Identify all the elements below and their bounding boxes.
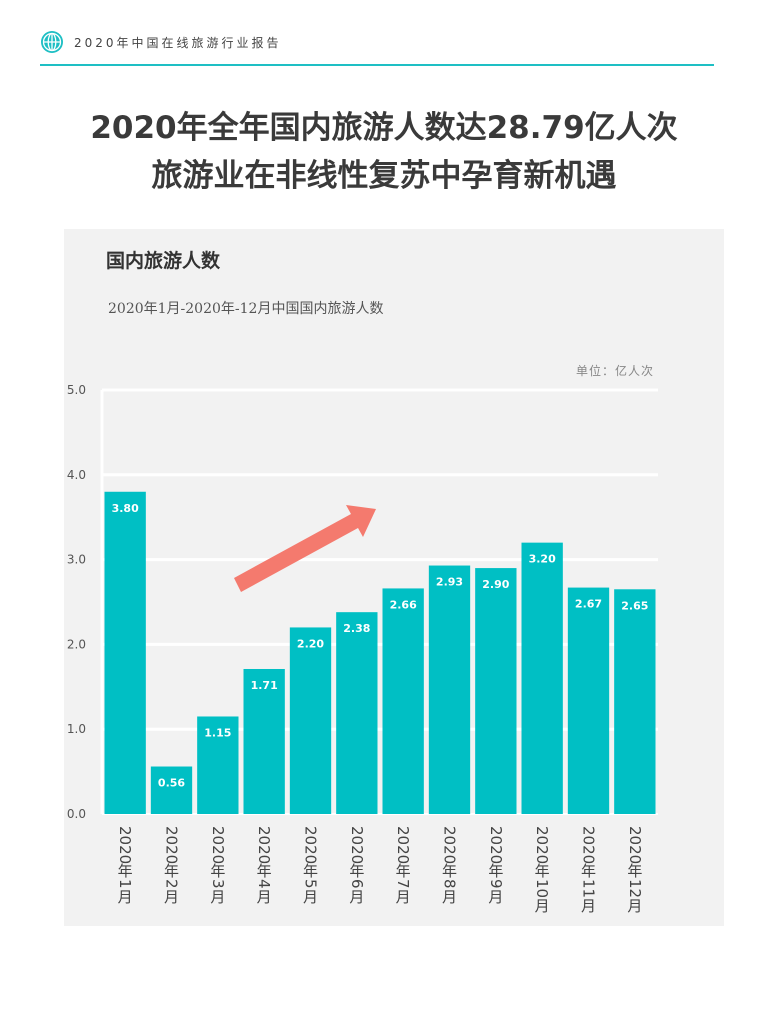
x-tick-label-part: 2020 bbox=[348, 826, 366, 864]
x-tick-label-part: 1 bbox=[116, 879, 134, 889]
x-tick-label-part: 2020 bbox=[533, 826, 551, 864]
bar-value-label: 2.38 bbox=[343, 622, 370, 635]
x-tick-label-part: 年 bbox=[164, 862, 179, 880]
chart-subtitle: 2020年1月-2020年-12月中国国内旅游人数 bbox=[108, 301, 384, 317]
x-tick-label-part: 年 bbox=[488, 862, 503, 880]
bar-value-label: 2.65 bbox=[621, 599, 648, 612]
headline-line-1: 2020年全年国内旅游人数达28.79亿人次 bbox=[90, 110, 678, 146]
x-tick-label-part: 5 bbox=[302, 879, 320, 889]
bar bbox=[567, 587, 610, 814]
bar-value-label: 2.93 bbox=[436, 576, 463, 589]
x-tick-label-part: 年 bbox=[535, 862, 550, 880]
x-tick-label-part: 8 bbox=[441, 879, 459, 889]
x-tick-label-part: 年 bbox=[349, 862, 364, 880]
y-tick-label: 0.0 bbox=[67, 807, 86, 821]
bar bbox=[475, 568, 517, 814]
unit-label: 单位：亿人次 bbox=[576, 364, 655, 378]
x-tick-label-part: 月 bbox=[627, 897, 642, 915]
bar bbox=[289, 627, 332, 814]
x-tick-label-part: 12 bbox=[626, 879, 644, 898]
bar-value-label: 1.71 bbox=[251, 679, 278, 692]
y-tick-label: 5.0 bbox=[67, 383, 86, 397]
bar bbox=[382, 588, 424, 814]
report-title: 2020年中国在线旅游行业报告 bbox=[74, 36, 282, 50]
chart-title: 国内旅游人数 bbox=[106, 250, 221, 272]
bar bbox=[104, 491, 146, 814]
y-tick-label: 3.0 bbox=[67, 553, 86, 567]
globe-icon bbox=[41, 31, 63, 53]
x-tick-label-part: 6 bbox=[348, 879, 366, 889]
x-tick-label-part: 月 bbox=[349, 888, 364, 906]
x-tick-label-part: 3 bbox=[209, 879, 227, 889]
x-tick-label-part: 月 bbox=[257, 888, 272, 906]
x-tick-label-part: 2020 bbox=[441, 826, 459, 864]
bar-value-label: 3.80 bbox=[112, 502, 139, 515]
x-tick-label-part: 年 bbox=[627, 862, 642, 880]
x-tick-label-part: 7 bbox=[394, 879, 412, 889]
bar-value-label: 1.15 bbox=[204, 726, 231, 739]
x-tick-label-part: 2020 bbox=[487, 826, 505, 864]
bar-value-label: 2.66 bbox=[390, 598, 417, 611]
x-tick-label-part: 2020 bbox=[209, 826, 227, 864]
bar-value-label: 2.90 bbox=[482, 578, 509, 591]
x-tick-label-part: 月 bbox=[442, 888, 457, 906]
x-tick-label-part: 月 bbox=[210, 888, 225, 906]
y-tick-label: 4.0 bbox=[67, 468, 86, 482]
x-tick-label-part: 月 bbox=[118, 888, 133, 906]
x-tick-label-part: 11 bbox=[580, 879, 598, 898]
x-tick-label-part: 月 bbox=[488, 888, 503, 906]
x-tick-label-part: 9 bbox=[487, 879, 505, 889]
x-tick-label-part: 月 bbox=[535, 897, 550, 915]
x-tick-label-part: 年 bbox=[581, 862, 596, 880]
x-tick-label-part: 年 bbox=[396, 862, 411, 880]
headline-line-2: 旅游业在非线性复苏中孕育新机遇 bbox=[151, 158, 617, 194]
bar bbox=[197, 716, 239, 814]
x-tick-label-part: 月 bbox=[303, 888, 318, 906]
x-tick-label-part: 2020 bbox=[302, 826, 320, 864]
bar bbox=[243, 668, 285, 814]
bar bbox=[521, 542, 563, 814]
x-tick-label-part: 4 bbox=[255, 879, 273, 889]
x-tick-label-part: 2020 bbox=[626, 826, 644, 864]
x-tick-label-part: 2020 bbox=[394, 826, 412, 864]
x-tick-label-part: 年 bbox=[118, 862, 133, 880]
x-tick-label-part: 年 bbox=[210, 862, 225, 880]
bar bbox=[150, 766, 193, 814]
bar bbox=[614, 589, 656, 814]
x-tick-label-part: 2 bbox=[163, 879, 181, 889]
x-tick-label-part: 2020 bbox=[580, 826, 598, 864]
x-tick-label-part: 年 bbox=[442, 862, 457, 880]
y-tick-label: 1.0 bbox=[67, 722, 86, 736]
x-tick-label-part: 月 bbox=[164, 888, 179, 906]
y-tick-label: 2.0 bbox=[67, 637, 86, 651]
x-tick-label-part: 年 bbox=[257, 862, 272, 880]
headline: 2020年全年国内旅游人数达28.79亿人次 旅游业在非线性复苏中孕育新机遇 bbox=[0, 104, 768, 200]
x-tick-label-part: 月 bbox=[581, 897, 596, 915]
x-tick-label-part: 2020 bbox=[255, 826, 273, 864]
trend-arrow bbox=[234, 505, 376, 592]
bar-value-label: 2.20 bbox=[297, 637, 324, 650]
bar-value-label: 2.67 bbox=[575, 598, 602, 611]
x-tick-label-part: 年 bbox=[303, 862, 318, 880]
bar bbox=[428, 565, 471, 814]
bar bbox=[336, 612, 378, 814]
bar-value-label: 3.20 bbox=[529, 553, 556, 566]
x-tick-label-part: 10 bbox=[533, 879, 551, 898]
x-tick-label-part: 2020 bbox=[116, 826, 134, 864]
x-tick-label-part: 2020 bbox=[163, 826, 181, 864]
x-tick-label-part: 月 bbox=[396, 888, 411, 906]
report-header: 2020年中国在线旅游行业报告 bbox=[40, 28, 714, 66]
bar-value-label: 0.56 bbox=[158, 777, 185, 790]
